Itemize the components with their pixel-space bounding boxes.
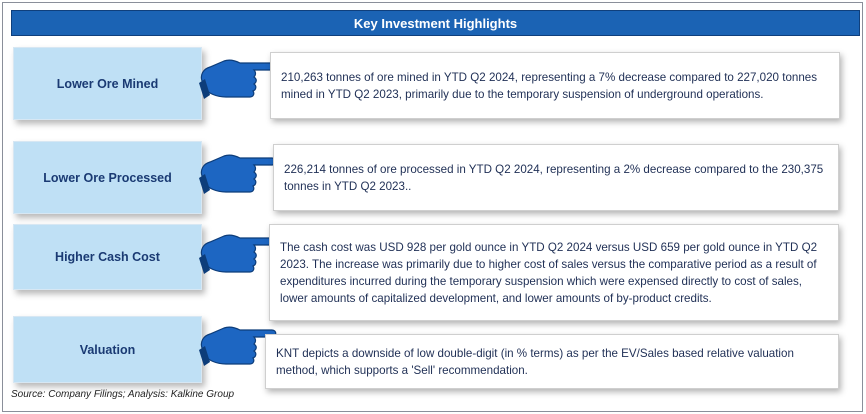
highlight-text-cash-cost: The cash cost was USD 928 per gold ounce… (269, 224, 839, 321)
highlight-label-ore-mined: Lower Ore Mined (13, 47, 202, 120)
highlight-text-valuation: KNT depicts a downside of low double-dig… (265, 334, 839, 389)
page-title: Key Investment Highlights (11, 10, 860, 36)
highlight-label-ore-processed: Lower Ore Processed (13, 141, 202, 214)
pointing-hand-icon (199, 154, 277, 194)
pointing-hand-icon (199, 59, 277, 99)
pointing-hand-icon (199, 234, 277, 274)
highlight-label-cash-cost: Higher Cash Cost (13, 224, 202, 290)
highlight-text-ore-mined: 210,263 tonnes of ore mined in YTD Q2 20… (270, 52, 840, 119)
highlight-label-valuation: Valuation (13, 316, 202, 383)
source-note: Source: Company Filings; Analysis: Kalki… (11, 389, 235, 400)
pointing-hand-icon (199, 326, 277, 366)
highlight-text-ore-processed: 226,214 tonnes of ore processed in YTD Q… (273, 144, 839, 211)
